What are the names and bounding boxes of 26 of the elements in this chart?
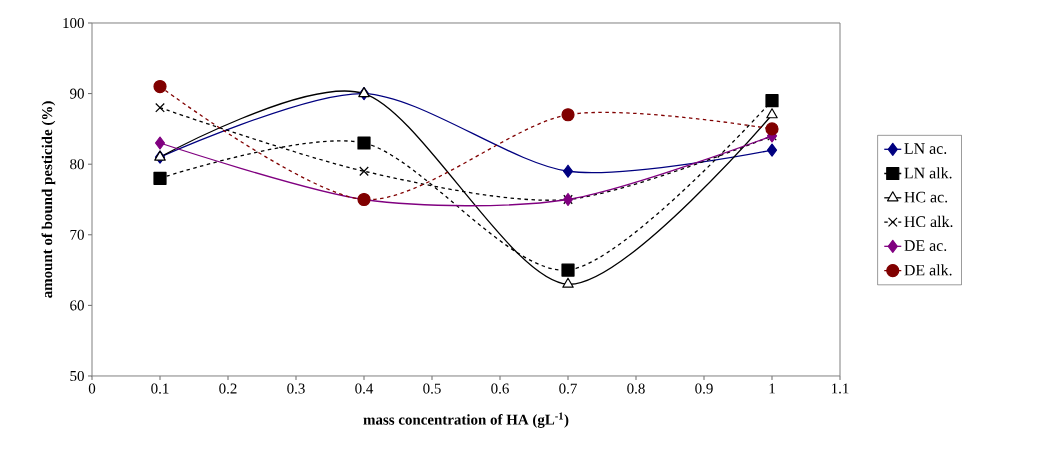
x-tick-label: 0.6 (491, 383, 509, 394)
x-tick-label: 0.8 (627, 383, 645, 394)
y-tick-label: 70 (70, 229, 84, 240)
legend-label: LN ac. (904, 143, 947, 154)
y-tick-label: 100 (63, 17, 84, 29)
y-axis-title: amount of bound pesticide (%) (41, 101, 56, 298)
x-tick-label: 1.1 (831, 383, 849, 394)
legend-label: LN alk. (904, 167, 952, 179)
y-tick-label: 80 (70, 159, 84, 170)
x-tick-label: 0.3 (287, 383, 305, 394)
y-tick-label: 50 (70, 370, 84, 382)
legend-label: DE alk. (904, 264, 952, 276)
x-tick-label: 0.5 (423, 383, 441, 394)
x-tick-label: 1 (769, 383, 775, 394)
x-tick-label: 0 (88, 383, 96, 394)
x-tick-label: 0.2 (219, 383, 237, 394)
legend-label: HC ac. (904, 191, 948, 203)
x-tick-label: 0.7 (559, 383, 577, 394)
x-tick-label: 0.4 (355, 383, 374, 394)
x-tick-label: 0.1 (151, 383, 169, 394)
x-tick-label: 0.9 (695, 383, 713, 394)
legend-label: DE ac. (904, 240, 947, 252)
legend-label: HC alk. (904, 215, 953, 228)
x-axis-title: mass concentration of HA (gL$^{-1}$) (363, 412, 569, 428)
y-tick-label: 60 (70, 300, 84, 311)
y-tick-label: 90 (70, 88, 84, 99)
